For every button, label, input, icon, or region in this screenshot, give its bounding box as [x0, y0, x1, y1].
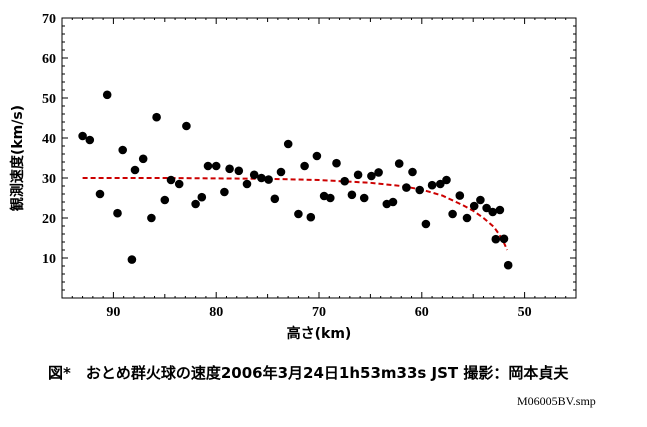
data-point	[415, 185, 425, 195]
data-point	[294, 209, 303, 219]
data-point	[442, 175, 451, 185]
data-point	[138, 154, 148, 164]
data-point	[166, 175, 176, 185]
data-point	[359, 193, 369, 203]
data-point	[469, 201, 479, 211]
x-tick-label-90: 90	[106, 305, 120, 320]
file-name: M06005BV.smp	[517, 394, 596, 408]
data-point	[118, 145, 127, 155]
data-point	[197, 192, 207, 202]
data-point	[270, 194, 280, 204]
data-point	[242, 179, 252, 189]
data-point	[340, 176, 350, 186]
data-point	[326, 193, 335, 203]
data-point	[300, 161, 309, 171]
data-point	[448, 209, 457, 219]
data-point	[421, 219, 431, 229]
data-point	[488, 207, 498, 217]
y-tick-label-10: 10	[42, 252, 56, 267]
x-tick-label-50: 50	[518, 305, 532, 320]
data-point	[283, 139, 293, 149]
y-tick-label-30: 30	[42, 172, 56, 187]
data-point	[353, 170, 363, 180]
x-axis-title: 高さ(km)	[287, 325, 352, 342]
data-point	[234, 166, 244, 176]
data-point	[394, 159, 404, 168]
chart-svg: 90 80 70 60 50 10 20 30 40 50 60 70 高さ(km) 観測速度(km/…	[9, 12, 577, 342]
y-tick-label-40: 40	[42, 132, 56, 147]
y-tick-label-20: 20	[42, 212, 56, 227]
data-point	[312, 151, 322, 161]
data-point	[102, 90, 112, 100]
data-point	[332, 158, 341, 168]
axis-ticks	[61, 17, 577, 298]
data-point	[476, 195, 485, 205]
data-points	[78, 90, 513, 270]
data-point	[374, 168, 383, 177]
data-point	[482, 203, 491, 213]
data-point	[85, 135, 95, 145]
data-point	[264, 175, 273, 184]
y-tick-label-70: 70	[42, 12, 56, 27]
data-point	[127, 255, 137, 264]
figure-caption: 図* おとめ群火球の速度2006年3月24日1h53m33s JST 撮影：岡本…	[48, 364, 569, 382]
data-point	[182, 121, 191, 131]
data-point	[499, 234, 509, 244]
data-point	[160, 195, 170, 205]
data-point	[95, 189, 105, 199]
data-point	[203, 161, 213, 171]
data-point	[147, 213, 156, 223]
data-point	[436, 179, 445, 189]
data-point	[367, 171, 376, 181]
data-point	[306, 212, 316, 222]
y-tick-label-50: 50	[42, 92, 56, 107]
data-point	[503, 260, 513, 270]
data-point	[191, 199, 200, 209]
data-point	[462, 213, 472, 223]
data-point	[491, 234, 501, 244]
data-point	[78, 131, 87, 141]
y-axis-title: 観測速度(km/s)	[9, 105, 26, 211]
data-point	[113, 208, 122, 218]
data-point	[408, 167, 417, 177]
data-point	[152, 112, 161, 122]
data-point	[257, 173, 266, 183]
data-point	[220, 187, 229, 197]
x-tick-label-60: 60	[415, 305, 429, 320]
x-tick-label-70: 70	[312, 305, 326, 320]
data-point	[211, 161, 221, 171]
data-point	[276, 167, 286, 177]
data-point	[347, 190, 357, 200]
tick-labels: 90 80 70 60 50 10 20 30 40 50 60 70	[42, 12, 532, 320]
data-point	[427, 180, 437, 190]
data-point	[249, 170, 259, 180]
data-point	[455, 191, 465, 200]
data-point	[495, 205, 505, 215]
y-tick-label-60: 60	[42, 52, 56, 67]
data-point	[388, 197, 398, 207]
data-point	[174, 179, 184, 189]
data-point	[402, 183, 411, 192]
data-point	[130, 165, 140, 175]
data-point	[225, 164, 234, 174]
x-tick-label-80: 80	[209, 305, 223, 320]
